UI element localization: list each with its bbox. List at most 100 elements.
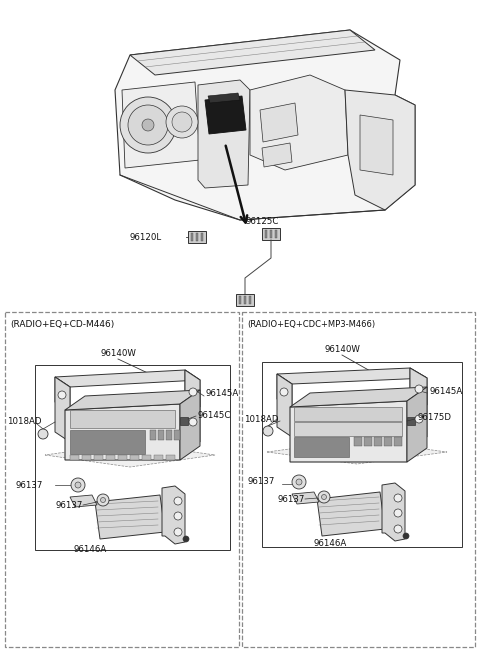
Circle shape <box>97 494 109 506</box>
Bar <box>130 455 139 460</box>
Polygon shape <box>198 80 250 188</box>
Bar <box>242 312 475 647</box>
Polygon shape <box>55 377 70 442</box>
Polygon shape <box>130 30 375 75</box>
Bar <box>142 455 151 460</box>
Circle shape <box>174 528 182 536</box>
Bar <box>249 296 251 304</box>
Bar <box>262 228 280 240</box>
Circle shape <box>296 479 302 485</box>
Bar <box>196 233 198 241</box>
Bar <box>5 312 239 647</box>
Polygon shape <box>250 75 348 170</box>
Bar <box>150 430 156 440</box>
Circle shape <box>292 475 306 489</box>
Bar <box>236 294 254 306</box>
Bar <box>188 231 206 243</box>
Bar <box>191 233 193 241</box>
Bar <box>394 437 402 446</box>
Bar <box>180 417 188 425</box>
Polygon shape <box>410 368 427 437</box>
Polygon shape <box>262 143 292 167</box>
Circle shape <box>71 478 85 492</box>
Circle shape <box>318 491 330 503</box>
Polygon shape <box>65 404 180 460</box>
Circle shape <box>403 533 409 539</box>
Polygon shape <box>65 390 200 410</box>
Bar <box>239 296 241 304</box>
Bar <box>384 437 392 446</box>
Bar <box>35 365 230 550</box>
Bar <box>174 430 180 440</box>
Circle shape <box>172 112 192 132</box>
Polygon shape <box>115 30 415 220</box>
Bar <box>70 455 79 460</box>
Polygon shape <box>185 370 200 407</box>
Polygon shape <box>95 495 165 539</box>
Polygon shape <box>345 90 415 210</box>
Bar <box>294 407 402 421</box>
Text: 96145A: 96145A <box>429 386 462 396</box>
Bar <box>270 230 272 238</box>
Text: 96137: 96137 <box>55 501 83 510</box>
Circle shape <box>174 512 182 520</box>
Polygon shape <box>55 377 70 412</box>
Circle shape <box>394 494 402 502</box>
Bar <box>275 230 277 238</box>
Bar <box>374 437 382 446</box>
Polygon shape <box>208 93 240 103</box>
Bar <box>166 430 172 440</box>
Circle shape <box>128 105 168 145</box>
Circle shape <box>75 482 81 488</box>
Polygon shape <box>267 440 447 464</box>
Polygon shape <box>45 443 215 467</box>
Circle shape <box>166 106 198 138</box>
Bar <box>244 296 246 304</box>
Polygon shape <box>290 401 407 462</box>
Circle shape <box>263 426 273 436</box>
Circle shape <box>394 509 402 517</box>
Polygon shape <box>180 390 200 460</box>
Circle shape <box>142 119 154 131</box>
Polygon shape <box>277 368 427 384</box>
Circle shape <box>183 536 189 542</box>
Bar <box>154 455 163 460</box>
Bar <box>158 430 164 440</box>
Text: 96145C: 96145C <box>198 411 231 420</box>
Text: 1018AD: 1018AD <box>7 417 41 426</box>
Text: 1018AD: 1018AD <box>244 415 278 424</box>
Circle shape <box>322 495 326 499</box>
Text: 96146A: 96146A <box>73 546 107 554</box>
Bar <box>364 437 372 446</box>
Circle shape <box>58 391 66 399</box>
Bar <box>201 233 203 241</box>
Polygon shape <box>122 82 200 168</box>
Text: 96145A: 96145A <box>206 390 239 398</box>
Text: 96120L: 96120L <box>130 232 162 241</box>
Bar <box>354 437 362 446</box>
Polygon shape <box>360 115 393 175</box>
Bar <box>166 455 175 460</box>
Polygon shape <box>162 486 185 544</box>
Bar <box>294 422 402 436</box>
Bar <box>262 362 462 547</box>
Circle shape <box>415 415 423 423</box>
Polygon shape <box>317 492 385 536</box>
Circle shape <box>174 497 182 505</box>
Bar <box>82 455 91 460</box>
Polygon shape <box>410 368 427 405</box>
Bar <box>94 455 103 460</box>
Text: 96137: 96137 <box>247 478 275 487</box>
Text: 96140W: 96140W <box>324 346 360 354</box>
Text: 96146A: 96146A <box>313 539 347 548</box>
Polygon shape <box>382 483 405 541</box>
Text: 96175D: 96175D <box>417 413 451 422</box>
Circle shape <box>280 388 288 396</box>
Text: 96140W: 96140W <box>100 350 136 358</box>
Text: 96137: 96137 <box>277 495 304 504</box>
Text: 96125C: 96125C <box>245 218 278 226</box>
Polygon shape <box>407 387 427 462</box>
Polygon shape <box>277 374 292 409</box>
Circle shape <box>189 388 197 396</box>
Polygon shape <box>55 370 200 387</box>
